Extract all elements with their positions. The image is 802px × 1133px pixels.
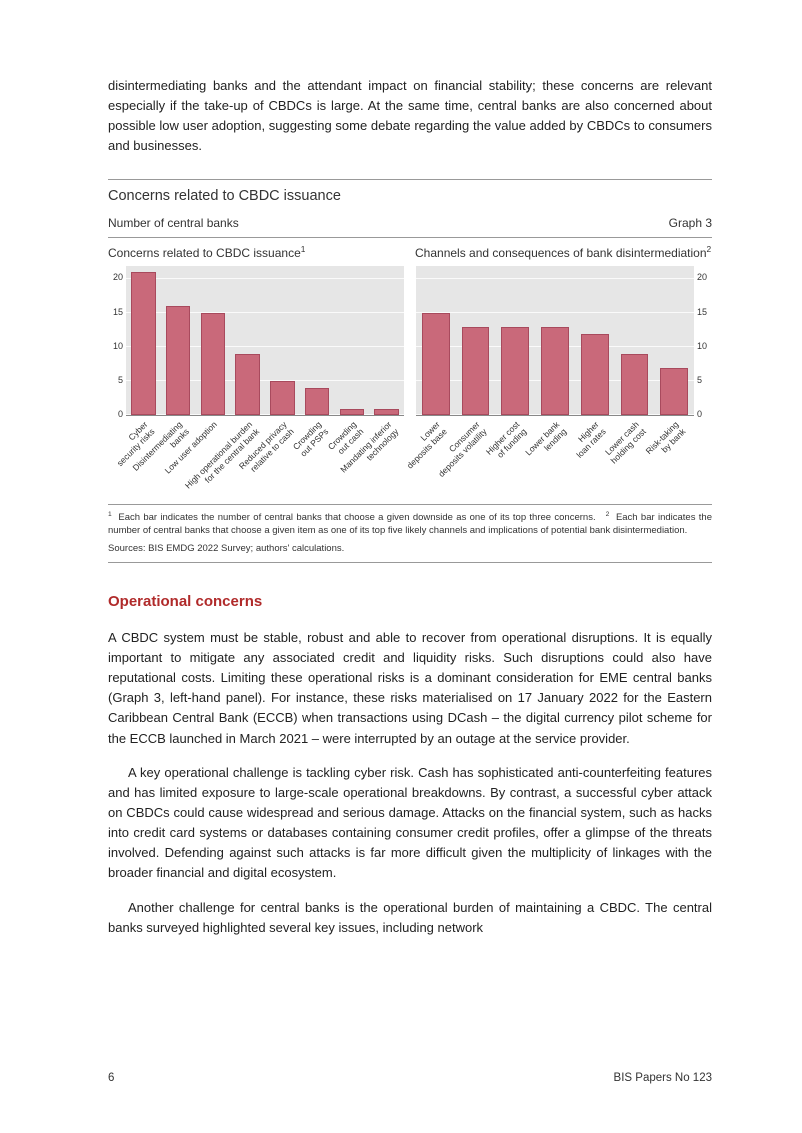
chart-bar bbox=[340, 409, 364, 416]
chart-bar bbox=[581, 334, 609, 416]
right-chart-yaxis: 05101520 bbox=[694, 266, 712, 416]
page-number: 6 bbox=[108, 1070, 114, 1087]
chart-bar bbox=[374, 409, 398, 416]
chart-bar bbox=[462, 327, 490, 416]
chart-bar bbox=[621, 354, 649, 415]
chart-bar bbox=[201, 313, 225, 415]
right-chart-plot bbox=[416, 266, 694, 416]
chart-bar bbox=[541, 327, 569, 416]
rule-under-sources bbox=[108, 562, 712, 563]
left-chart-plot bbox=[126, 266, 404, 416]
figure-subtitle-left: Number of central banks bbox=[108, 214, 239, 232]
panel-right-title: Channels and consequences of bank disint… bbox=[405, 243, 712, 262]
figure-title: Concerns related to CBDC issuance bbox=[108, 180, 712, 212]
left-chart: 05101520 Cybersecurity risksDisintermedi… bbox=[108, 266, 404, 498]
chart-bar bbox=[270, 381, 294, 415]
right-chart: 05101520 Lowerdeposits baseConsumerdepos… bbox=[416, 266, 712, 498]
figure-subtitle-right: Graph 3 bbox=[669, 214, 712, 232]
left-chart-yaxis: 05101520 bbox=[108, 266, 126, 416]
chart-bar bbox=[422, 313, 450, 415]
chart-bar bbox=[305, 388, 329, 415]
chart-bar bbox=[235, 354, 259, 415]
body-paragraph-2: A key operational challenge is tackling … bbox=[108, 763, 712, 884]
panel-titles-row: Concerns related to CBDC issuance1 Chann… bbox=[108, 238, 712, 266]
figure-footnotes: 1 Each bar indicates the number of centr… bbox=[108, 505, 712, 540]
chart-bar bbox=[660, 368, 688, 416]
chart-bar bbox=[501, 327, 529, 416]
chart-bar bbox=[131, 272, 155, 415]
panel-left-title: Concerns related to CBDC issuance1 bbox=[108, 243, 405, 262]
charts-row: 05101520 Cybersecurity risksDisintermedi… bbox=[108, 266, 712, 504]
figure-block: Concerns related to CBDC issuance Number… bbox=[108, 179, 712, 564]
figure-subtitle-row: Number of central banks Graph 3 bbox=[108, 211, 712, 237]
document-id: BIS Papers No 123 bbox=[614, 1070, 712, 1087]
figure-sources: Sources: BIS EMDG 2022 Survey; authors' … bbox=[108, 540, 712, 562]
body-paragraph-3: Another challenge for central banks is t… bbox=[108, 898, 712, 938]
section-heading: Operational concerns bbox=[108, 591, 712, 614]
intro-paragraph: disintermediating banks and the attendan… bbox=[108, 76, 712, 157]
page-footer: 6 BIS Papers No 123 bbox=[108, 1070, 712, 1087]
left-chart-xlabels: Cybersecurity risksDisintermediatingbank… bbox=[126, 416, 404, 498]
chart-bar bbox=[166, 306, 190, 415]
right-chart-xlabels: Lowerdeposits baseConsumerdeposits volat… bbox=[416, 416, 694, 498]
body-paragraph-1: A CBDC system must be stable, robust and… bbox=[108, 628, 712, 749]
x-category-label: Higherloan rates bbox=[568, 420, 608, 460]
